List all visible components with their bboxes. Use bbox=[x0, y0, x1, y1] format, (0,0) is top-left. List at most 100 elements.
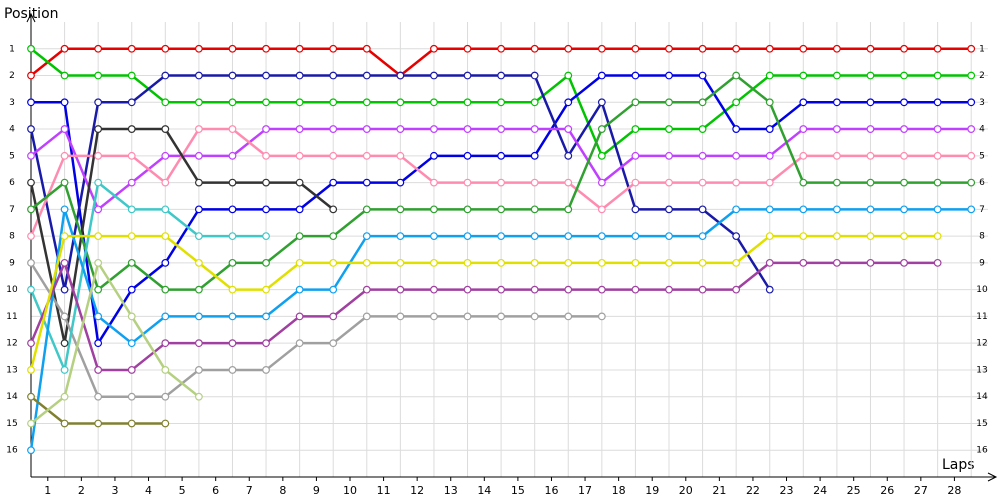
lap-marker bbox=[60, 312, 69, 321]
y-tick-label: 16 bbox=[6, 446, 18, 456]
lap-marker bbox=[967, 125, 976, 133]
lap-marker bbox=[194, 98, 203, 107]
lap-marker bbox=[396, 178, 405, 187]
lap-marker bbox=[362, 285, 371, 294]
lap-marker bbox=[698, 71, 707, 80]
lap-marker bbox=[564, 178, 573, 187]
lap-marker bbox=[127, 205, 136, 214]
lap-marker bbox=[60, 419, 69, 428]
lap-marker bbox=[60, 178, 69, 187]
series-line bbox=[29, 234, 938, 371]
lap-marker bbox=[60, 44, 69, 53]
lap-marker bbox=[698, 125, 707, 133]
lap-marker bbox=[698, 258, 707, 267]
lap-marker bbox=[597, 178, 606, 187]
lap-marker bbox=[497, 151, 506, 160]
lap-marker bbox=[430, 258, 438, 267]
lap-marker bbox=[832, 125, 841, 133]
lap-marker bbox=[564, 232, 573, 241]
x-tick-label: 27 bbox=[914, 484, 928, 497]
lap-marker bbox=[765, 285, 774, 294]
lap-marker bbox=[799, 44, 808, 53]
lap-marker bbox=[94, 339, 103, 348]
lap-marker bbox=[765, 151, 774, 160]
lap-marker bbox=[262, 44, 270, 53]
lap-marker bbox=[329, 125, 338, 133]
y-tick-label: 5 bbox=[979, 151, 985, 161]
lap-marker bbox=[161, 151, 170, 160]
lap-marker bbox=[530, 125, 539, 133]
x-tick-label: 22 bbox=[746, 484, 760, 497]
lap-marker bbox=[732, 71, 741, 80]
lap-marker bbox=[564, 71, 573, 80]
y-tick-label: 12 bbox=[6, 339, 17, 349]
lap-marker bbox=[430, 312, 438, 321]
lap-marker bbox=[597, 205, 606, 214]
lap-marker bbox=[497, 205, 506, 214]
lap-marker bbox=[698, 98, 707, 107]
x-tick-label: 9 bbox=[313, 484, 320, 497]
lap-marker bbox=[799, 125, 808, 133]
lap-marker bbox=[430, 285, 438, 294]
lap-marker bbox=[27, 178, 35, 187]
lap-marker bbox=[396, 98, 405, 107]
lap-marker bbox=[497, 232, 506, 241]
lap-marker bbox=[597, 71, 606, 80]
lap-marker bbox=[497, 285, 506, 294]
lap-marker bbox=[228, 71, 237, 80]
lap-marker bbox=[832, 232, 841, 241]
lap-marker bbox=[765, 98, 774, 107]
lap-marker bbox=[933, 125, 942, 133]
y-tick-label: 6 bbox=[979, 178, 985, 188]
lap-marker bbox=[161, 205, 170, 214]
lap-marker bbox=[329, 258, 338, 267]
x-tick-label: 16 bbox=[544, 484, 558, 497]
lap-marker bbox=[127, 71, 136, 80]
lap-marker bbox=[765, 232, 774, 241]
lap-marker bbox=[765, 258, 774, 267]
lap-marker bbox=[27, 258, 35, 267]
lap-marker bbox=[60, 125, 69, 133]
y-tick-label: 9 bbox=[9, 258, 15, 268]
lap-marker bbox=[262, 232, 270, 241]
lap-marker bbox=[94, 419, 103, 428]
lap-marker bbox=[127, 258, 136, 267]
lap-marker bbox=[597, 258, 606, 267]
lap-marker bbox=[27, 419, 35, 428]
lap-marker bbox=[530, 71, 539, 80]
lap-marker bbox=[194, 205, 203, 214]
lap-marker bbox=[295, 232, 304, 241]
lap-marker bbox=[497, 258, 506, 267]
lap-marker bbox=[262, 71, 270, 80]
lap-marker bbox=[564, 98, 573, 107]
lap-marker bbox=[866, 205, 875, 214]
lap-marker bbox=[161, 392, 170, 401]
lap-marker bbox=[295, 44, 304, 53]
lap-marker bbox=[530, 258, 539, 267]
lap-marker bbox=[631, 125, 640, 133]
lap-marker bbox=[732, 44, 741, 53]
series-line bbox=[29, 261, 938, 372]
lap-marker bbox=[866, 178, 875, 187]
x-tick-label: 10 bbox=[343, 484, 357, 497]
lap-marker bbox=[329, 312, 338, 321]
lap-marker bbox=[60, 366, 69, 374]
lap-marker bbox=[94, 71, 103, 80]
lap-marker bbox=[60, 339, 69, 348]
lap-marker bbox=[866, 44, 875, 53]
x-tick-label: 25 bbox=[847, 484, 861, 497]
lap-marker bbox=[295, 125, 304, 133]
lap-marker bbox=[497, 312, 506, 321]
lap-marker bbox=[127, 98, 136, 107]
lap-marker bbox=[194, 125, 203, 133]
x-axis-title: Laps bbox=[942, 457, 975, 473]
lap-marker bbox=[799, 151, 808, 160]
lap-marker bbox=[765, 125, 774, 133]
lap-marker bbox=[27, 71, 35, 80]
lap-marker bbox=[564, 151, 573, 160]
lap-marker bbox=[564, 285, 573, 294]
y-tick-label: 9 bbox=[979, 258, 985, 268]
lap-marker bbox=[362, 232, 371, 241]
lap-marker bbox=[329, 285, 338, 294]
